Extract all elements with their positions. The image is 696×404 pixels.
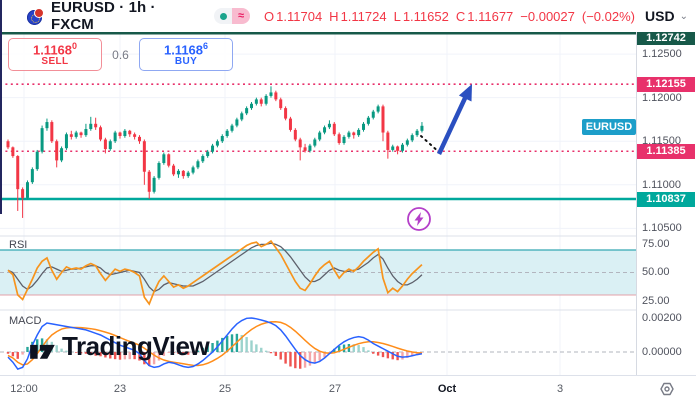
counter-flag-icon <box>34 7 44 18</box>
price-tick-1.12500: 1.12500 <box>642 48 682 61</box>
price-tick-0.00000: 0.00000 <box>642 346 682 359</box>
buy-label: BUY <box>174 55 198 67</box>
time-label-27: 27 <box>328 383 342 395</box>
price-tick-50.00: 50.00 <box>642 266 670 279</box>
close-value: 1.11677 <box>467 8 514 24</box>
rsi-pane-label[interactable]: RSI <box>9 239 28 251</box>
sell-price-sup: 0 <box>72 40 78 51</box>
buy-price: 1.1168 <box>163 42 204 58</box>
sell-label: SELL <box>41 55 69 67</box>
macd-pane-label[interactable]: MACD <box>9 315 42 327</box>
price-scale[interactable]: 1.12500 1.12000 1.11500 1.11000 1.10500 75.00… <box>636 30 696 376</box>
change-percent: (−0.02%) <box>581 8 635 24</box>
eurusd-pair-icon <box>27 7 44 25</box>
scale-settings-gear-icon[interactable] <box>658 380 676 398</box>
time-label-25: 25 <box>218 383 232 395</box>
time-label-23: 23 <box>113 383 127 395</box>
time-label-12:00: 12:00 <box>10 383 38 395</box>
buy-button[interactable]: 1.11686 BUY <box>139 38 233 71</box>
price-level-badge-1.11385: 1.11385 <box>637 143 695 159</box>
time-label-3: 3 <box>556 383 564 395</box>
close-label: C <box>455 8 466 24</box>
price-tick-25.00: 25.00 <box>642 294 670 307</box>
price-tick-1.12000: 1.12000 <box>642 91 682 104</box>
symbol-price-badge: EURUSD <box>582 119 636 135</box>
chevron-down-icon: ⌄ <box>679 10 688 22</box>
order-panel: 1.11680 SELL 0.6 1.11686 BUY <box>8 38 233 71</box>
ohlc-readout: O 1.11704 H 1.11724 L 1.11652 C 1.11677 −0.00027… <box>264 9 637 24</box>
tradingview-watermark: TradingView <box>28 331 210 362</box>
high-value: 1.11724 <box>340 8 387 24</box>
tradingview-wordmark: TradingView <box>62 331 210 361</box>
market-status-toggle[interactable]: ≈ <box>214 8 251 24</box>
currency-label: USD <box>645 8 675 24</box>
delayed-data-icon: ≈ <box>232 8 251 24</box>
spread-value: 0.6 <box>112 47 129 62</box>
high-label: H <box>329 8 339 24</box>
price-tick-1.11000: 1.11000 <box>642 178 681 191</box>
change-value: −0.00027 <box>520 8 575 24</box>
low-label: L <box>393 8 401 24</box>
chart-header: EURUSD · 1h · FXCM ≈ O 1.11704 H 1.11724 L 1.… <box>0 0 637 33</box>
open-value: 1.11704 <box>276 8 323 24</box>
sell-price: 1.1168 <box>32 42 73 58</box>
price-tick-1.10500: 1.10500 <box>642 222 682 235</box>
price-level-badge-1.12155: 1.12155 <box>637 76 695 92</box>
time-label-Oct: Oct <box>437 383 457 395</box>
price-tick-75.00: 75.00 <box>642 238 670 251</box>
tradingview-logo-icon <box>30 344 55 359</box>
buy-price-sup: 6 <box>203 40 209 51</box>
price-tick-0.00200: 0.00200 <box>642 311 682 324</box>
price-level-badge-1.12742: 1.12742 <box>637 30 695 45</box>
low-value: 1.11652 <box>402 8 449 24</box>
open-label: O <box>264 8 275 24</box>
market-open-dot-icon <box>214 8 233 24</box>
window-edge <box>0 0 2 214</box>
sell-button[interactable]: 1.11680 SELL <box>8 38 102 71</box>
price-level-badge-1.10837: 1.10837 <box>637 191 695 207</box>
symbol-title[interactable]: EURUSD · 1h · FXCM <box>51 0 156 33</box>
time-axis[interactable]: 12:00 23 25 27 Oct 3 <box>0 375 696 404</box>
currency-selector[interactable]: USD ⌄ <box>637 0 696 32</box>
